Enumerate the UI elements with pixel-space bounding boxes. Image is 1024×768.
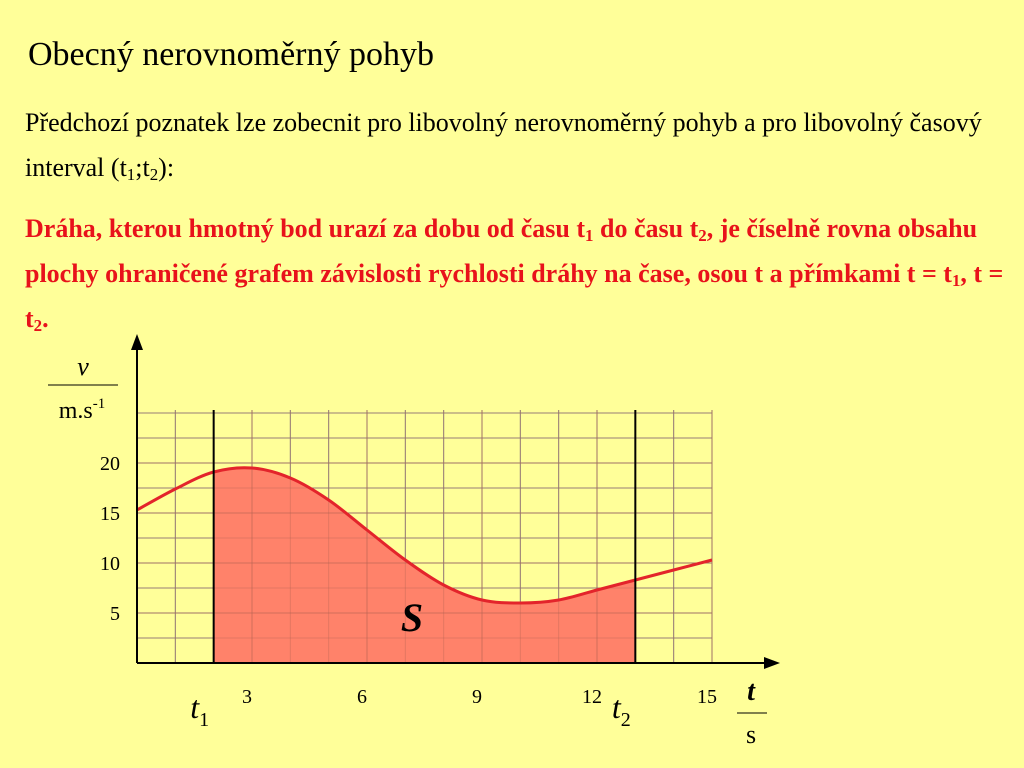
- x-tick-label: 12: [582, 686, 602, 708]
- statement-text: Dráha, kterou hmotný bod urazí za dobu o…: [25, 206, 1015, 341]
- bound-subscript: 2: [621, 709, 631, 731]
- subscript: 1: [126, 165, 136, 185]
- area-label: S: [401, 595, 423, 640]
- bound-symbol: t: [612, 689, 622, 725]
- x-tick-label: 3: [242, 686, 252, 708]
- subscript: 1: [585, 226, 594, 246]
- intro-text: Předchozí poznatek lze zobecnit pro libo…: [25, 100, 1015, 190]
- subscript: 2: [149, 165, 159, 185]
- y-label-unit-sup: -1: [93, 396, 106, 412]
- velocity-curve: [136, 466, 713, 605]
- x-label-symbol: t: [747, 676, 756, 707]
- y-label-unit: m.s-1: [59, 396, 106, 424]
- x-label-unit: s: [746, 720, 756, 749]
- text-run: ;t: [135, 153, 150, 182]
- text-run: , t = t: [25, 259, 1004, 333]
- y-axis-arrow: [131, 334, 143, 350]
- bound-subscript: 1: [199, 709, 209, 731]
- subscript: 2: [33, 316, 43, 336]
- bound-label: t1: [190, 689, 209, 731]
- slide-title: Obecný nerovnoměrný pohyb: [28, 36, 435, 73]
- subscript: 2: [698, 226, 707, 246]
- shaded-area: [213, 467, 636, 663]
- x-axis-arrow: [764, 657, 780, 669]
- y-label-symbol: v: [77, 352, 89, 381]
- bound-label: t2: [612, 689, 631, 731]
- text-run: ):: [158, 153, 175, 182]
- bound-symbol: t: [190, 689, 200, 725]
- text-run: do času t: [593, 214, 699, 243]
- text-run: .: [42, 304, 49, 333]
- x-tick-label: 9: [472, 686, 482, 708]
- y-tick-label: 15: [100, 503, 120, 525]
- y-label-unit-base: m.s: [59, 398, 93, 424]
- y-tick-label: 5: [110, 603, 120, 625]
- text-run: Dráha, kterou hmotný bod urazí za dobu o…: [25, 214, 586, 243]
- text-run: Předchozí poznatek lze zobecnit pro libo…: [25, 108, 982, 182]
- x-tick-label: 6: [357, 686, 367, 708]
- y-tick-label: 10: [100, 553, 120, 575]
- x-tick-label: 15: [697, 686, 717, 708]
- y-tick-label: 20: [100, 453, 120, 475]
- text-run: , je číselně rovna obsahu plochy ohranič…: [25, 214, 978, 288]
- subscript: 1: [951, 271, 961, 291]
